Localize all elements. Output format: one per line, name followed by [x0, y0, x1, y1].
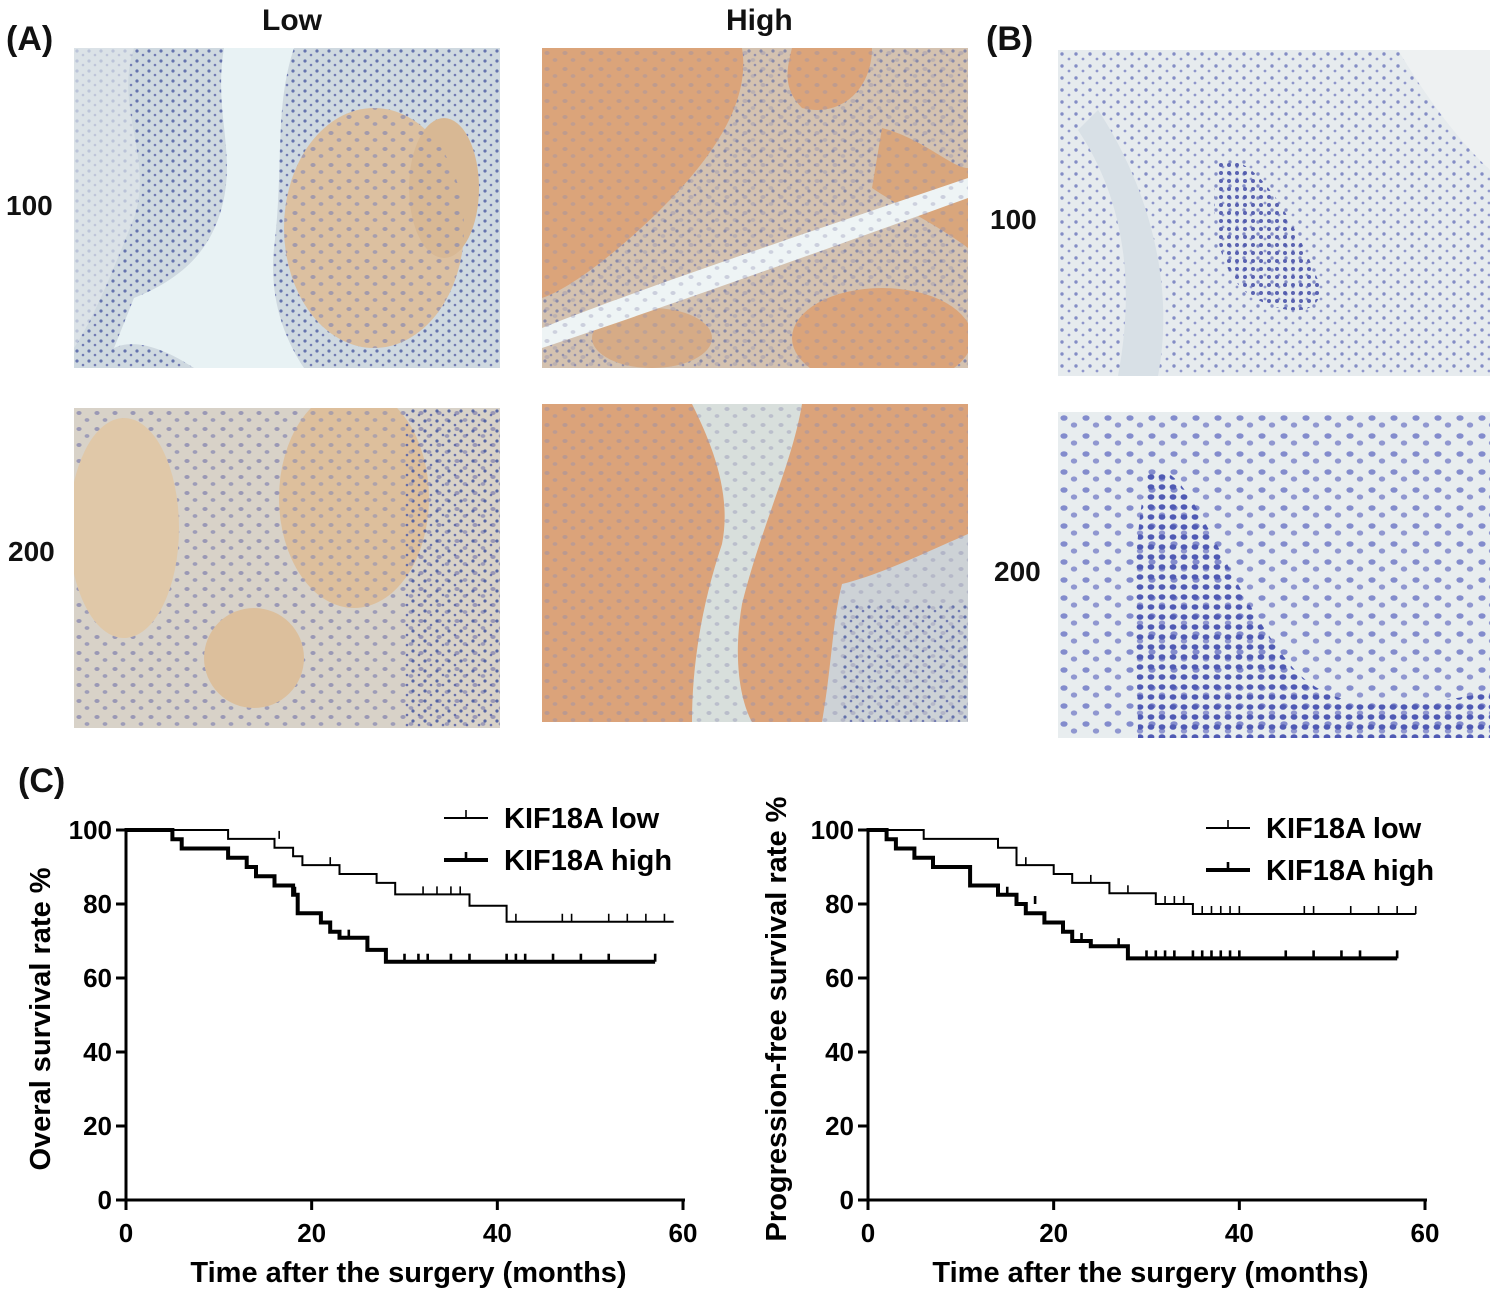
- y-tick-label: 0: [98, 1185, 112, 1215]
- series-high: KIF18A high: [868, 828, 1434, 961]
- micrograph-high-100x: [542, 48, 968, 368]
- panel-label-a: (A): [6, 20, 54, 58]
- legend-label: KIF18A high: [1266, 855, 1434, 887]
- micrograph-low-100x: [74, 48, 500, 368]
- series-high: KIF18A high: [126, 828, 672, 964]
- row-label-200-a: 200: [8, 536, 55, 567]
- y-axis-label: Progression-free survival rate %: [761, 796, 793, 1241]
- x-tick-label: 40: [1225, 1218, 1254, 1248]
- progression-free-survival-chart: 0 20 40 60 80 100 0 20 40 60 Time after the surger…: [761, 796, 1439, 1289]
- panel-label-c: (C): [18, 762, 66, 800]
- x-axis-label: Time after the surgery (months): [932, 1257, 1368, 1289]
- y-tick-label: 40: [825, 1037, 854, 1067]
- micrograph-negative-100x: [1058, 50, 1490, 376]
- y-tick-label: 100: [811, 815, 854, 845]
- legend-label: KIF18A high: [504, 845, 672, 877]
- x-tick-label: 0: [119, 1218, 133, 1248]
- y-tick-label: 80: [825, 889, 854, 919]
- y-tick-label: 20: [825, 1111, 854, 1141]
- y-tick-label: 20: [83, 1111, 112, 1141]
- overall-survival-chart: 0 20 40 60 80 100 0 20 40 60 Time after the surger…: [25, 803, 697, 1289]
- row-label-100-a: 100: [6, 190, 53, 221]
- survival-curve: [868, 829, 1416, 915]
- x-axis-label: Time after the surgery (months): [190, 1257, 626, 1289]
- series-low: KIF18A low: [868, 813, 1422, 915]
- column-label-high: High: [726, 4, 793, 37]
- legend-label: KIF18A low: [504, 803, 660, 835]
- row-label-200-b: 200: [994, 556, 1041, 587]
- y-tick-label: 40: [83, 1037, 112, 1067]
- survival-curve: [126, 828, 656, 964]
- x-tick-label: 20: [1039, 1218, 1068, 1248]
- x-tick-label: 20: [297, 1218, 326, 1248]
- series-low: KIF18A low: [126, 803, 674, 923]
- panel-label-b: (B): [986, 20, 1034, 58]
- legend-label: KIF18A low: [1266, 813, 1422, 845]
- y-tick-label: 80: [83, 889, 112, 919]
- y-tick-label: 60: [83, 963, 112, 993]
- x-tick-label: 60: [669, 1218, 698, 1248]
- x-tick-label: 60: [1411, 1218, 1440, 1248]
- x-tick-label: 40: [483, 1218, 512, 1248]
- micrograph-negative-200x: [1058, 412, 1490, 738]
- y-tick-label: 100: [69, 815, 112, 845]
- micrograph-high-200x: [542, 404, 968, 722]
- survival-curve: [126, 829, 674, 923]
- y-tick-label: 60: [825, 963, 854, 993]
- y-axis-label: Overal survival rate %: [25, 867, 57, 1170]
- column-label-low: Low: [262, 4, 322, 37]
- x-tick-label: 0: [861, 1218, 875, 1248]
- micrograph-low-200x: [74, 408, 500, 728]
- row-label-100-b: 100: [990, 204, 1037, 235]
- y-tick-label: 0: [840, 1185, 854, 1215]
